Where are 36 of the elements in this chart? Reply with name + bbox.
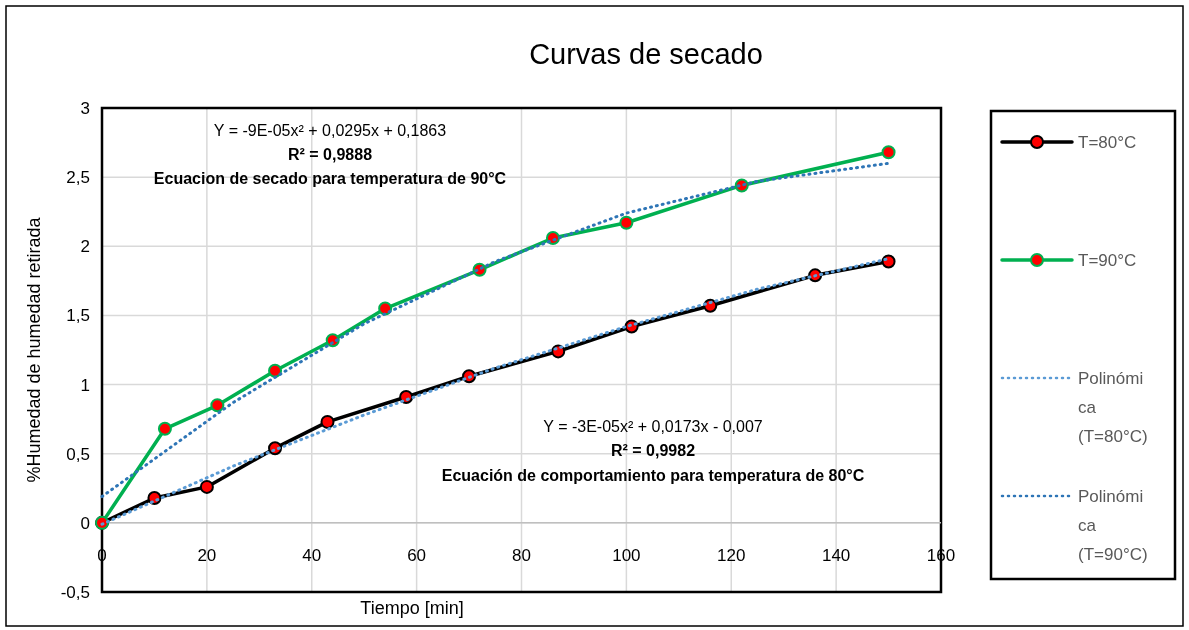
annotation: R² = 0,9888 [287, 146, 373, 163]
x-tick-label: 60 [407, 545, 427, 565]
annotation: Y = -9E-05x² + 0,0295x + 0,1863 [213, 122, 447, 139]
point [881, 254, 896, 269]
y-tick-label: 1,5 [66, 306, 90, 326]
point [157, 421, 172, 436]
legend-label: T=80°C [1078, 133, 1137, 152]
legend-label: Polinómica (T=90°C) [1078, 487, 1148, 564]
annotation: Y = -3E-05x² + 0,0173x - 0,007 [543, 418, 763, 435]
x-axis-title: Tiempo [min] [360, 598, 464, 618]
y-tick-label: 0 [80, 513, 90, 533]
legend-label: Polinómica (T=80°C) [1078, 369, 1148, 446]
y-tick-label: 2 [80, 237, 90, 257]
x-tick-label: 120 [717, 545, 746, 565]
y-tick-label: 2,5 [66, 168, 90, 188]
y-axis-title: %Humedad de humedad retirada [24, 216, 44, 483]
annotation: Ecuación de comportamiento para temperatura de 80°C [441, 467, 865, 484]
annotation: Ecuacion de secado para temperatura de 90°C [153, 170, 507, 187]
legend-label: T=90°C [1078, 251, 1137, 270]
y-tick-label: 1 [80, 375, 90, 395]
y-tick-label: -0,5 [60, 583, 90, 602]
point [268, 363, 283, 378]
x-tick-label: 100 [612, 545, 641, 565]
point [320, 414, 335, 429]
x-tick-label: 80 [512, 545, 531, 565]
chart-title: Curvas de secado [529, 38, 763, 70]
x-tick-label: 140 [821, 545, 851, 565]
y-tick-label: 0,5 [66, 444, 90, 464]
x-tick-label: 20 [197, 545, 217, 565]
point [619, 215, 634, 230]
y-tick-label: 3 [80, 99, 90, 118]
x-tick-label: 40 [302, 545, 322, 565]
point [210, 398, 225, 413]
annotation: R² = 0,9982 [610, 442, 696, 459]
point [199, 479, 214, 494]
point [881, 145, 896, 160]
